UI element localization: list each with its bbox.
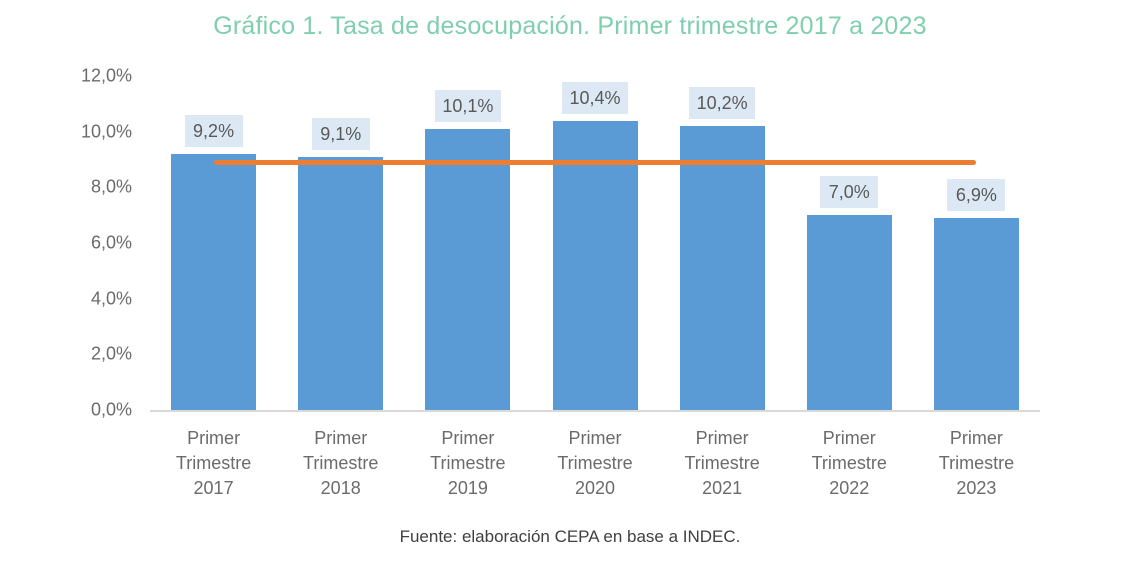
bar [679,126,765,410]
y-tick-label: 12,0% [80,65,132,86]
y-tick-label: 4,0% [90,288,132,309]
x-tick-label: Primer Trimestre 2023 [938,428,1015,498]
average-line [213,159,977,165]
x-tick-label: Primer Trimestre 2020 [557,428,633,498]
data-label: 6,9% [947,178,1006,211]
y-tick-label: 10,0% [80,121,132,142]
data-label: 10,1% [434,89,501,122]
bar [298,156,384,410]
x-tick-label: Primer Trimestre 2017 [175,428,252,498]
y-tick-label: 8,0% [90,176,132,197]
bar [425,128,511,410]
data-label: 10,4% [562,81,628,114]
data-label: 9,1% [311,117,370,150]
bar [806,215,892,410]
bar [933,217,1019,410]
x-tick-label: Primer Trimestre 2018 [303,428,379,498]
x-tick-label: Primer Trimestre 2019 [430,428,506,498]
y-tick-label: 6,0% [90,232,132,253]
bar [171,153,257,410]
x-tick-label: Primer Trimestre 2022 [811,428,887,498]
x-tick-label: Primer Trimestre 2021 [684,428,760,498]
y-tick-label: 0,0% [90,399,132,420]
bar [552,120,638,410]
data-label: 10,2% [689,87,756,120]
x-axis-line [150,410,1040,412]
source-note: Fuente: elaboración CEPA en base a INDEC… [399,527,741,546]
chart-title: Gráfico 1. Tasa de desocupación. Primer … [213,12,927,40]
data-label: 7,0% [820,176,879,209]
data-label: 9,2% [184,114,243,147]
y-tick-label: 2,0% [90,343,132,364]
